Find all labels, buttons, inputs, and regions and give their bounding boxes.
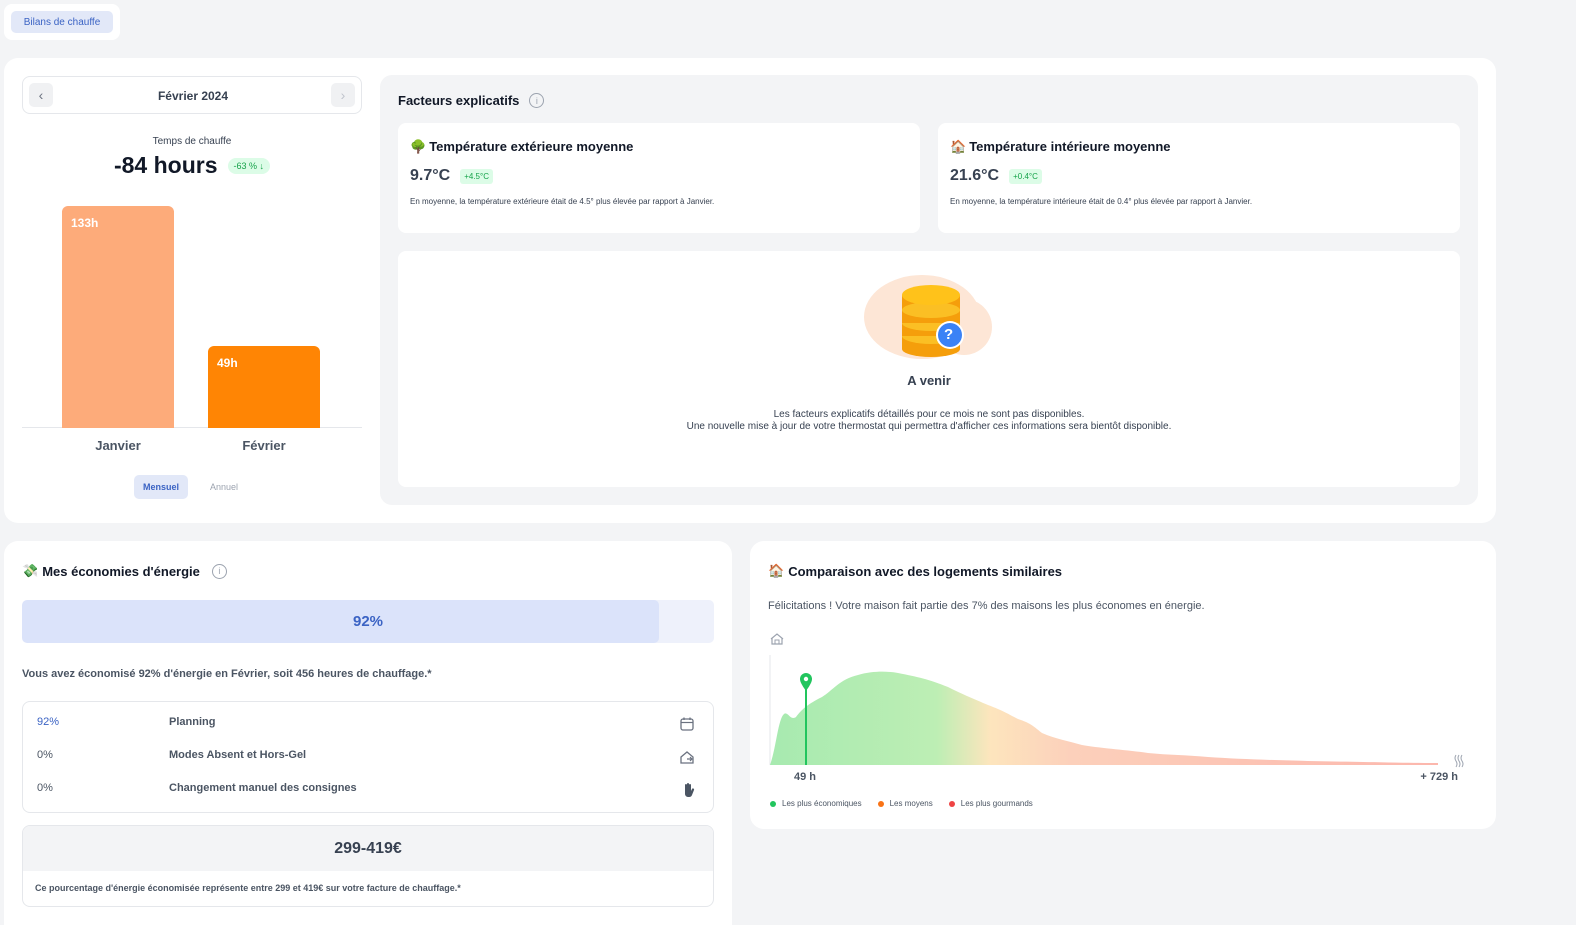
- monthly-summary-card: ‹ Février 2024 › Temps de chauffe -84 ho…: [4, 58, 1496, 523]
- savings-breakdown-list: 92% Planning 0% Modes Absent et Hors-Gel…: [22, 701, 714, 813]
- savings-row-pct: 92%: [37, 716, 60, 728]
- chevron-left-icon: ‹: [38, 87, 44, 103]
- legend-label: Les plus gourmands: [960, 799, 1033, 808]
- savings-progress-fill: [22, 600, 659, 643]
- distribution-max-label: + 729 h: [1420, 771, 1458, 783]
- list-item: 92% Planning: [23, 710, 715, 738]
- distribution-chart: [769, 655, 1464, 768]
- energy-savings-card: 💸 Mes économies d'énergie i 92% Vous ave…: [4, 541, 732, 925]
- exterior-temperature-value-row: 9.7°C +4.5°C: [410, 167, 493, 185]
- exterior-temperature-delta: +4.5°C: [460, 168, 493, 184]
- legend-item: Les plus économiques: [770, 799, 862, 808]
- comparison-header: 🏠 Comparaison avec des logements similai…: [768, 563, 1062, 579]
- savings-summary: Vous avez économisé 92% d'énergie en Fév…: [22, 668, 432, 680]
- distribution-min-label: 49 h: [794, 771, 817, 783]
- interior-temperature-title: Température intérieure moyenne: [969, 139, 1171, 154]
- location-pin-icon: [800, 673, 812, 691]
- legend-label: Les moyens: [889, 799, 933, 808]
- savings-progress-bar: 92%: [22, 600, 714, 643]
- interior-temperature-value: 21.6°C: [950, 167, 1000, 184]
- bar-février: 49h: [208, 346, 320, 428]
- database-illustration: ?: [864, 273, 994, 363]
- comparison-card: 🏠 Comparaison avec des logements similai…: [750, 541, 1496, 829]
- tab-bar: Bilans de chauffe: [4, 4, 120, 40]
- current-month-label: Février 2024: [157, 89, 229, 103]
- heating-time-value-row: -84 hours -63 % ↓: [22, 152, 362, 179]
- tab-bilans-de-chauffe[interactable]: Bilans de chauffe: [11, 11, 113, 33]
- coming-soon-line-1: Les facteurs explicatifs détaillés pour …: [773, 409, 1085, 420]
- savings-amount-box: 299-419€ Ce pourcentage d'énergie économ…: [22, 825, 714, 907]
- info-icon[interactable]: i: [529, 93, 545, 108]
- exterior-temperature-text: En moyenne, la température extérieure ét…: [410, 197, 715, 206]
- month-navigator: ‹ Février 2024 ›: [22, 76, 362, 114]
- heating-bar-labels: Janvier Février: [22, 438, 362, 458]
- savings-row-label: Changement manuel des consignes: [169, 782, 357, 794]
- coming-soon-line-2: Une nouvelle mise à jour de votre thermo…: [686, 421, 1172, 432]
- interior-temperature-value-row: 21.6°C +0.4°C: [950, 167, 1042, 185]
- interior-temperature-card: 🏠 Température intérieure moyenne 21.6°C …: [938, 123, 1460, 233]
- legend-item: Les moyens: [877, 799, 933, 808]
- house-outline-icon: [768, 632, 786, 651]
- away-mode-icon: [679, 749, 695, 770]
- distribution-legend: Les plus économiques Les moyens Les plus…: [770, 799, 1033, 808]
- question-mark-badge: ?: [944, 326, 954, 343]
- monthly-toggle[interactable]: Mensuel: [134, 475, 188, 499]
- exterior-temperature-title: Température extérieure moyenne: [429, 139, 634, 154]
- house-icon: 🏠: [950, 139, 967, 154]
- comparison-title: Comparaison avec des logements similaire…: [788, 563, 1063, 579]
- hand-icon: [681, 782, 695, 803]
- savings-row-label: Modes Absent et Hors-Gel: [169, 749, 307, 761]
- savings-footnote: Ce pourcentage d'énergie économisée repr…: [35, 883, 461, 893]
- factors-title: Facteurs explicatifs: [398, 93, 520, 108]
- heating-time-title: Temps de chauffe: [152, 136, 232, 147]
- heating-time-value: -84 hours: [113, 152, 218, 178]
- yearly-toggle[interactable]: Annuel: [209, 482, 239, 492]
- savings-row-pct: 0%: [37, 782, 53, 794]
- list-item: 0% Modes Absent et Hors-Gel: [23, 743, 715, 771]
- database-icon: [864, 275, 992, 359]
- previous-month-button[interactable]: ‹: [29, 83, 53, 107]
- exterior-temperature-card: 🌳 Température extérieure moyenne 9.7°C +…: [398, 123, 920, 233]
- chevron-right-icon: ›: [340, 87, 346, 103]
- exterior-temperature-value: 9.7°C: [410, 167, 451, 184]
- interior-temperature-header: 🏠 Température intérieure moyenne: [950, 139, 1171, 155]
- interior-temperature-delta: +0.4°C: [1009, 168, 1042, 184]
- bar-janvier: 133h: [62, 206, 174, 428]
- savings-progress-label: 92%: [352, 613, 384, 630]
- legend-dot: [877, 800, 884, 807]
- tree-icon: 🌳: [410, 139, 427, 154]
- coming-soon-card: ? A venir Les facteurs explicatifs détai…: [398, 251, 1460, 487]
- legend-label: Les plus économiques: [782, 799, 862, 808]
- legend-dot: [770, 800, 776, 807]
- info-icon[interactable]: i: [211, 563, 227, 579]
- savings-row-pct: 0%: [37, 749, 53, 761]
- money-icon: 💸: [22, 563, 39, 578]
- house-icon: 🏠: [768, 563, 785, 578]
- heating-bar-chart: 133h 49h: [22, 198, 362, 428]
- coming-soon-title: A venir: [907, 373, 951, 388]
- energy-savings-title: Mes économies d'énergie: [42, 563, 200, 579]
- factors-header: Facteurs explicatifs i: [398, 93, 545, 108]
- bar-label: Février: [242, 438, 286, 453]
- list-item: 0% Changement manuel des consignes: [23, 776, 715, 804]
- next-month-button[interactable]: ›: [331, 83, 355, 107]
- energy-savings-header: 💸 Mes économies d'énergie i: [22, 563, 227, 579]
- savings-row-label: Planning: [169, 716, 216, 728]
- comparison-subtitle: Félicitations ! Votre maison fait partie…: [768, 600, 1205, 612]
- heat-waves-icon: [1454, 754, 1464, 768]
- interior-temperature-text: En moyenne, la température intérieure ét…: [950, 197, 1253, 206]
- legend-item: Les plus gourmands: [948, 799, 1033, 808]
- heating-time-delta-badge: -63 % ↓: [227, 157, 271, 174]
- factors-panel: Facteurs explicatifs i 🌳 Température ext…: [380, 75, 1478, 505]
- savings-amount: 299-419€: [23, 826, 713, 871]
- bar-label: Janvier: [95, 438, 141, 453]
- calendar-icon: [679, 716, 695, 737]
- legend-dot: [948, 800, 955, 807]
- exterior-temperature-header: 🌳 Température extérieure moyenne: [410, 139, 633, 155]
